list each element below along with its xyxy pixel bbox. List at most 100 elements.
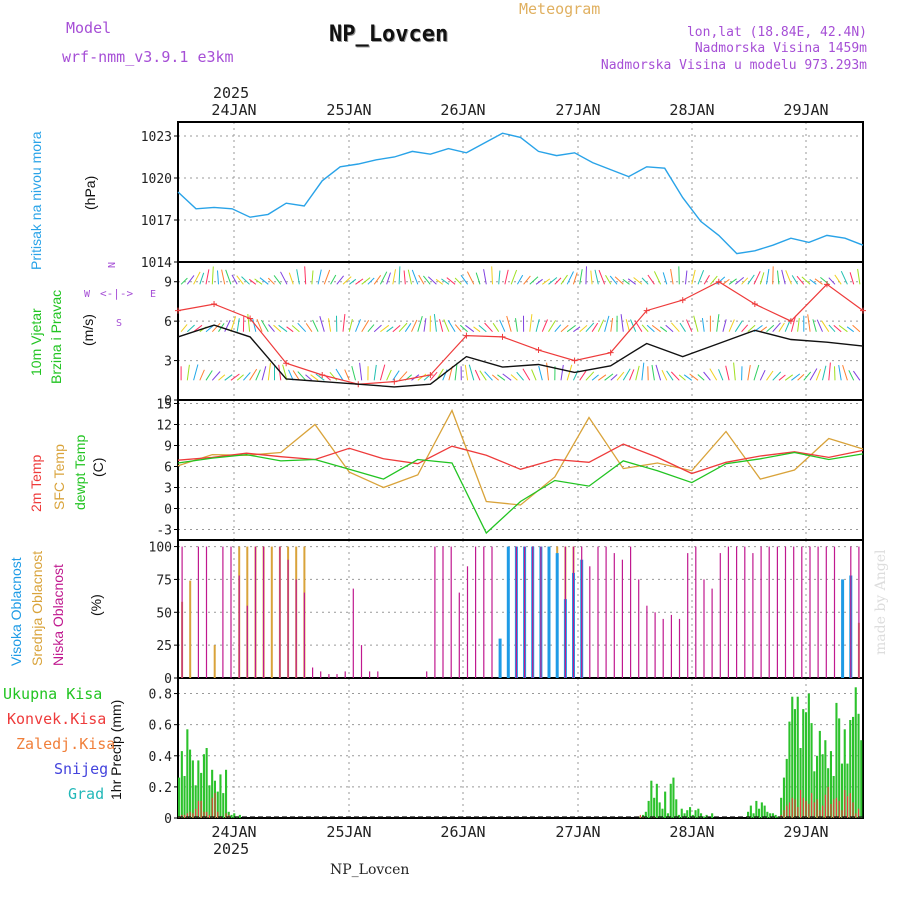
wind-arrow <box>838 365 842 381</box>
wind-arrow <box>193 364 199 381</box>
ytick-label-1017: 1017 <box>141 214 172 229</box>
conv-rain-bar <box>203 811 205 818</box>
ytick-label-0: 0 <box>164 812 172 827</box>
wind-arrow <box>267 277 275 285</box>
wind-arrow <box>454 277 462 285</box>
ytick-label-12: 12 <box>156 419 172 434</box>
wind-arrow <box>722 319 727 332</box>
wind-arrow <box>548 320 557 332</box>
conv-rain-bar <box>217 811 219 818</box>
wind-arrow <box>598 374 607 381</box>
xtick-bottom-29JAN: 29JAN <box>783 823 828 841</box>
wind-arrow <box>609 275 618 285</box>
wind-arrow <box>205 370 213 381</box>
wind-arrow <box>766 269 770 285</box>
wind-arrow <box>515 318 518 332</box>
ytick-label-0.4: 0.4 <box>149 750 173 765</box>
ytick-label-1014: 1014 <box>141 256 172 271</box>
total-rain-bar <box>780 797 783 818</box>
wind-arrow <box>249 368 258 381</box>
wind-arrow <box>367 277 375 285</box>
wind-arrow <box>373 324 382 333</box>
ytick-label-0.6: 0.6 <box>149 719 172 734</box>
wind-arrow <box>475 272 481 285</box>
wind-arrow <box>348 278 357 285</box>
total-rain-bar <box>782 777 785 818</box>
wind-arrow <box>211 371 221 381</box>
low-cloud-bar <box>352 588 354 678</box>
wind-arrow <box>635 365 640 381</box>
wind-arrow <box>535 278 543 285</box>
wind-arrow <box>778 322 785 332</box>
wind-arrow <box>594 269 599 285</box>
wind-arrow <box>255 369 261 381</box>
wind-arrow <box>522 368 531 381</box>
wind-arrow <box>373 364 377 381</box>
wind-arrow <box>781 269 786 285</box>
wind-arrow <box>312 319 319 332</box>
wind-arrow <box>610 318 614 332</box>
total-rain-bar <box>821 754 824 818</box>
xtick-bottom-27JAN: 27JAN <box>555 823 600 841</box>
ytick-label-1023: 1023 <box>141 130 172 145</box>
total-rain-bar <box>843 729 846 818</box>
wind-arrow <box>766 370 774 381</box>
wind-arrow <box>261 366 267 381</box>
wind-arrow <box>193 271 201 285</box>
wind-arrow <box>666 370 674 381</box>
wind-arrow <box>297 322 307 333</box>
wind-speed-line <box>177 324 864 388</box>
total-rain-bar <box>653 797 656 818</box>
wind-arrow <box>809 368 818 381</box>
wind-arrow <box>417 373 427 381</box>
xtick-top-27JAN: 27JAN <box>555 101 600 119</box>
gust-marker <box>643 307 650 314</box>
wind-arrow <box>679 322 686 332</box>
wind-arrow <box>361 319 370 332</box>
conv-rain-bar <box>844 790 846 818</box>
wind-arrow <box>336 275 344 285</box>
low-cloud-bar <box>572 546 575 678</box>
wind-arrow <box>278 324 288 333</box>
wind-arrow <box>541 319 548 332</box>
wind-arrow <box>671 322 680 333</box>
conv-rain-bar <box>189 811 191 818</box>
ytick-label-1020: 1020 <box>141 172 172 187</box>
model-name: wrf-nmm_v3.9.1 e3km <box>62 48 234 66</box>
total-rain-bar <box>854 687 857 818</box>
total-rain-bar <box>183 776 186 818</box>
conv-rain-bar <box>794 799 796 818</box>
low-cloud-bar <box>711 588 713 678</box>
low-cloud-bar <box>532 546 534 678</box>
wind-arrow <box>828 362 831 381</box>
high-cloud-bar <box>498 638 502 678</box>
conv-rain-bar <box>852 802 854 818</box>
total-rain-bar <box>658 802 661 818</box>
wind-arrow <box>417 315 423 332</box>
total-rain-bar <box>202 754 205 818</box>
gust-marker <box>571 357 578 364</box>
conv-rain-bar <box>797 807 799 818</box>
low-cloud-bar <box>320 671 322 678</box>
total-rain-bar <box>683 813 686 818</box>
wind-arrow <box>759 272 765 285</box>
wind-arrow <box>828 277 836 285</box>
total-rain-bar <box>832 776 835 818</box>
total-rain-bar <box>697 808 700 818</box>
wind-arrow <box>236 374 244 381</box>
total-rain-bar <box>675 799 678 818</box>
wind-arrow <box>230 316 237 332</box>
low-cloud-bar <box>662 618 664 678</box>
wind-arrow <box>689 373 699 381</box>
xtick-bottom-26JAN: 26JAN <box>440 823 485 841</box>
wind-arrow <box>790 315 797 332</box>
wind-arrow <box>697 270 705 285</box>
year-bottom: 2025 <box>213 840 250 858</box>
total-rain-bar <box>644 811 647 818</box>
low-cloud-bar <box>205 546 208 678</box>
conv-rain-bar <box>208 814 210 818</box>
low-cloud-bar <box>825 546 827 678</box>
wind-arrow <box>531 369 537 381</box>
low-cloud-bar <box>524 546 526 678</box>
low-cloud-bar <box>230 546 232 678</box>
